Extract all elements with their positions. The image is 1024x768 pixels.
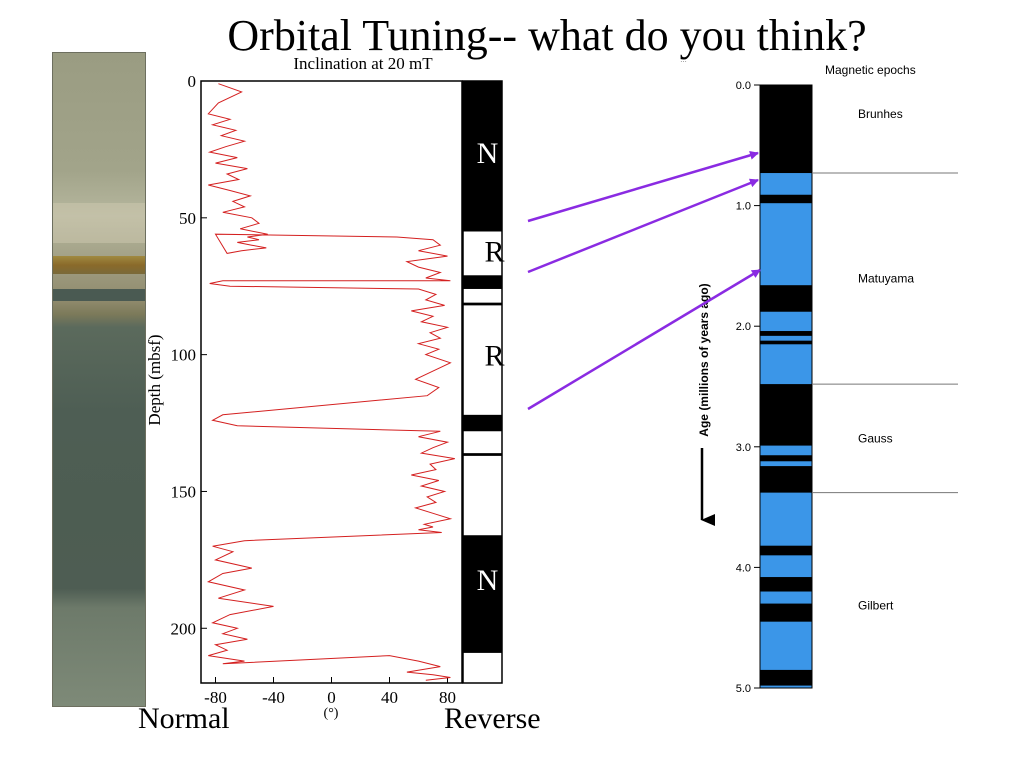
correlation-arrows <box>527 150 761 411</box>
y-tick-label: 150 <box>171 482 197 501</box>
gpts-normal-chron <box>760 384 812 446</box>
reverse-label: Reverse <box>444 702 541 735</box>
y-tick-label: 100 <box>171 346 197 365</box>
epoch-label: Brunhes <box>858 107 903 121</box>
polarity-label: N <box>477 564 499 597</box>
gpts-tick-label: 2.0 <box>736 321 751 333</box>
gpts-tick-label: 4.0 <box>736 562 751 574</box>
gpts-normal-chron <box>760 194 812 204</box>
polarity-label: R <box>484 236 504 269</box>
gpts-tick-label: 3.0 <box>736 442 751 454</box>
gpts-y-axis-label: Age (millions of years ago) <box>697 283 711 436</box>
gpts-polarity-column <box>760 85 812 686</box>
normal-polarity-band <box>463 302 502 306</box>
gpts-epoch-labels: Brunhes Matuyama Gauss Gilbert <box>812 107 958 612</box>
normal-label: Normal <box>138 702 230 735</box>
polarity-label: R <box>484 340 504 373</box>
polarity-label: N <box>477 137 499 170</box>
gpts-normal-chron <box>760 577 812 592</box>
inclination-chart-title: Inclination at 20 mT <box>293 54 433 73</box>
gpts-normal-chron <box>760 331 812 336</box>
inclination-plot-frame <box>200 80 463 684</box>
normal-polarity-band <box>463 535 502 653</box>
y-axis-ticks: 0 50 100 150 200 <box>171 72 207 638</box>
gpts-title: Magnetic epochs <box>825 63 916 77</box>
y-tick-label: 200 <box>171 619 197 638</box>
x-tick-label: -80 <box>204 688 227 707</box>
x-axis-ticks: -80 -40 0 40 80 <box>204 677 456 707</box>
epoch-label: Gilbert <box>858 598 894 612</box>
normal-polarity-band <box>463 275 502 289</box>
inclination-series-line <box>206 83 455 681</box>
correlation-arrow-2 <box>527 178 759 274</box>
gpts-normal-chron <box>760 340 812 345</box>
inclination-chart: Inclination at 20 mT -80 -40 0 40 80 0 50 100 1… <box>145 54 505 721</box>
x-tick-label: -40 <box>262 688 285 707</box>
gpts-normal-chron <box>760 455 812 462</box>
magnetic-epochs-chart: … Magnetic epochs 0.0 1.0 2.0 3.0 4.0 5.0 Bru… <box>680 57 958 695</box>
sediment-core-photo <box>52 52 146 707</box>
epoch-label: Matuyama <box>858 272 914 286</box>
polarity-column: N R R N <box>463 81 505 653</box>
y-axis-label: Depth (mbsf) <box>145 334 164 425</box>
gpts-header-partial: … <box>680 57 687 64</box>
gpts-y-axis-ticks: 0.0 1.0 2.0 3.0 4.0 5.0 <box>736 80 760 695</box>
normal-polarity-band <box>463 453 502 456</box>
gpts-normal-chron <box>760 545 812 556</box>
x-tick-label: 40 <box>381 688 398 707</box>
gpts-normal-chron <box>760 669 812 686</box>
slide-title: Orbital Tuning-- what do you think? <box>227 11 867 60</box>
gpts-normal-chron <box>760 85 812 174</box>
epoch-label: Gauss <box>858 431 893 445</box>
gpts-normal-chron <box>760 603 812 622</box>
x-axis-label: (°) <box>324 706 339 721</box>
correlation-arrow-3 <box>527 268 761 411</box>
gpts-tick-label: 5.0 <box>736 683 751 695</box>
y-tick-label: 50 <box>179 209 196 228</box>
y-tick-label: 0 <box>188 72 197 91</box>
core-brown-layer <box>53 256 145 274</box>
x-tick-label: 80 <box>439 688 456 707</box>
normal-polarity-band <box>463 414 502 432</box>
x-tick-label: 0 <box>327 688 336 707</box>
normal-polarity-band <box>463 81 502 232</box>
correlation-arrow-1 <box>527 150 759 223</box>
gpts-normal-chron <box>760 285 812 312</box>
gpts-tick-label: 0.0 <box>736 80 751 92</box>
gpts-tick-label: 1.0 <box>736 201 751 213</box>
gpts-normal-chron <box>760 466 812 493</box>
core-dark-layer <box>53 289 145 301</box>
core-light-band <box>53 203 145 243</box>
